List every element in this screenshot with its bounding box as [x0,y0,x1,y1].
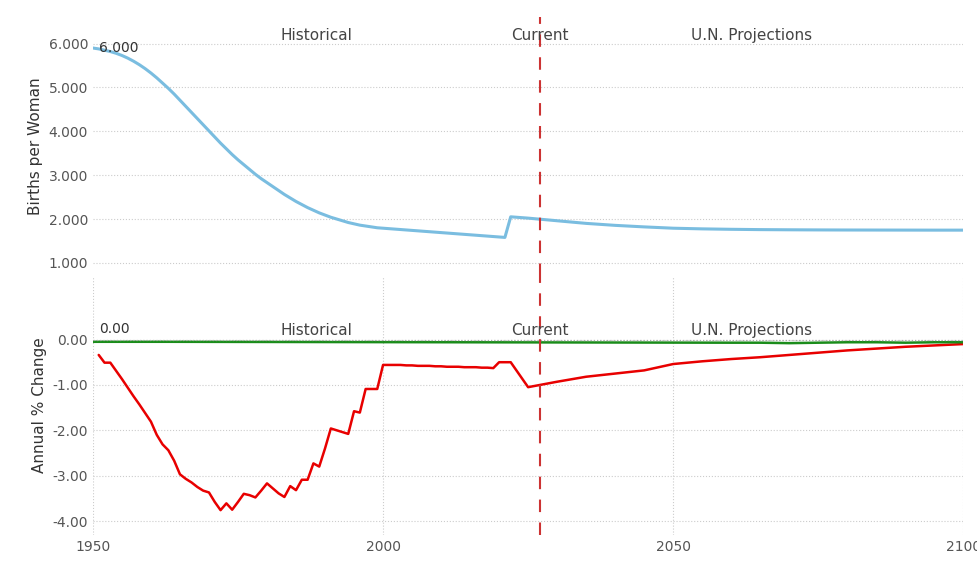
Text: U.N. Projections: U.N. Projections [691,323,811,338]
Text: Current: Current [510,28,568,43]
Text: Current: Current [510,323,568,338]
Y-axis label: Births per Woman: Births per Woman [28,78,43,216]
Text: 6.000: 6.000 [99,41,138,55]
Y-axis label: Annual % Change: Annual % Change [32,338,47,473]
Text: Historical: Historical [280,323,352,338]
Text: U.N. Projections: U.N. Projections [691,28,811,43]
Text: 0.00: 0.00 [99,323,129,336]
Text: Historical: Historical [280,28,352,43]
